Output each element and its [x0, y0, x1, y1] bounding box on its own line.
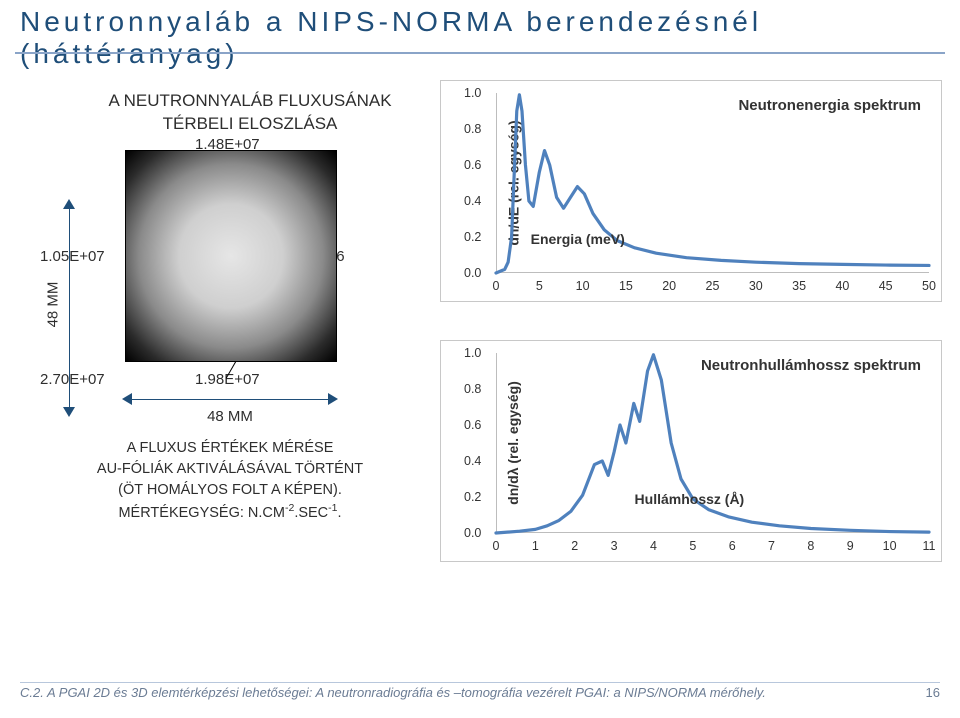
chart2-xtick: 3 [611, 539, 618, 553]
method-unit-mid: .SEC [294, 505, 328, 521]
chart1-ytick: 0.6 [464, 158, 481, 172]
flux-caption-line2: TÉRBELI ELOSZLÁSA [163, 114, 338, 133]
chart1-xtick: 35 [792, 279, 806, 293]
method-caption: A FLUXUS ÉRTÉKEK MÉRÉSE AU-FÓLIÁK AKTIVÁ… [80, 438, 380, 524]
chart2-ytick: 0.2 [464, 490, 481, 504]
method-line1: A FLUXUS ÉRTÉKEK MÉRÉSE [127, 440, 334, 456]
chart1-xtick: 15 [619, 279, 633, 293]
chart1-xlabel: Energia (meV) [531, 231, 625, 247]
chart1-xtick: 50 [922, 279, 936, 293]
chart1-ytick: 0.0 [464, 266, 481, 280]
chart2-xtick: 2 [571, 539, 578, 553]
chart1-xtick: 20 [662, 279, 676, 293]
chart2-xtick: 11 [923, 539, 936, 553]
chart2-xtick: 0 [493, 539, 500, 553]
chart2-ytick: 0.8 [464, 382, 481, 396]
chart2-xtick: 10 [883, 539, 897, 553]
chart1-xtick: 45 [879, 279, 893, 293]
dim-vertical-label: 48 MM [44, 282, 61, 328]
wavelength-spectrum-chart: dn/dλ (rel. egység) Neutronhullámhossz s… [440, 340, 942, 562]
chart2-ytick: 0.6 [464, 418, 481, 432]
chart2-xtick: 7 [768, 539, 775, 553]
flux-heatmap [125, 150, 337, 362]
slide-title: Neutronnyaláb a NIPS-NORMA berendezésnél… [20, 6, 960, 70]
dim-horizontal-label: 48 MM [125, 408, 335, 425]
flux-caption-line1: A NEUTRONNYALÁB FLUXUSÁNAK [108, 91, 391, 110]
dim-horizontal: 48 MM [125, 390, 335, 408]
chart1-xtick: 40 [835, 279, 849, 293]
energy-spectrum-chart: dn/dE (rel. egység) Neutronenergia spekt… [440, 80, 942, 302]
chart2-ytick: 1.0 [464, 346, 481, 360]
chart1-ytick: 0.2 [464, 230, 481, 244]
chart2-ytick: 0.0 [464, 526, 481, 540]
footer-text: C.2. A PGAI 2D és 3D elemtérképzési lehe… [20, 685, 766, 700]
method-unit-post: . [338, 505, 342, 521]
chart1-xtick: 10 [576, 279, 590, 293]
chart2-ytick: 0.4 [464, 454, 481, 468]
chart1-xtick: 25 [706, 279, 720, 293]
chart1-xtick: 5 [536, 279, 543, 293]
chart2-xtick: 9 [847, 539, 854, 553]
chart1-xtick: 30 [749, 279, 763, 293]
chart2-xtick: 4 [650, 539, 657, 553]
method-unit-e2: -1 [328, 502, 337, 514]
title-underline [15, 52, 945, 54]
method-line2: AU-FÓLIÁK AKTIVÁLÁSÁVAL TÖRTÉNT [97, 461, 363, 477]
method-line3: (ÖT HOMÁLYOS FOLT A KÉPEN). [118, 482, 342, 498]
chart2-xtick: 6 [729, 539, 736, 553]
flux-caption: A NEUTRONNYALÁB FLUXUSÁNAK TÉRBELI ELOSZ… [100, 90, 400, 136]
chart2-xlabel: Hullámhossz (Å) [635, 491, 745, 507]
method-unit-e1: -2 [285, 502, 294, 514]
chart2-xtick: 5 [689, 539, 696, 553]
page-number: 16 [926, 685, 940, 700]
chart2-xtick: 8 [807, 539, 814, 553]
footer: C.2. A PGAI 2D és 3D elemtérképzési lehe… [20, 682, 940, 700]
chart1-xtick: 0 [493, 279, 500, 293]
method-unit-pre: MÉRTÉKEGYSÉG: N.CM [118, 505, 285, 521]
dim-vertical: 48 MM [60, 136, 78, 376]
chart2-xtick: 1 [532, 539, 539, 553]
chart1-ytick: 1.0 [464, 86, 481, 100]
chart1-ytick: 0.8 [464, 122, 481, 136]
chart1-ytick: 0.4 [464, 194, 481, 208]
